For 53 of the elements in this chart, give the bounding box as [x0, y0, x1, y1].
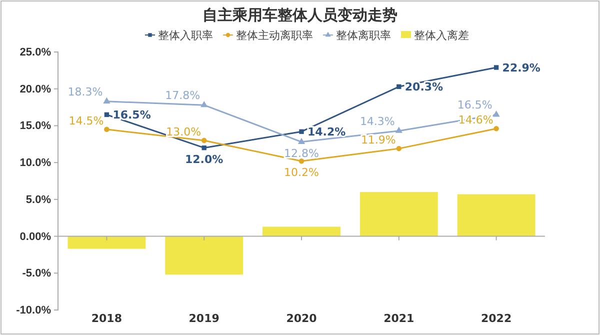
x-tick-label: 2022 — [480, 312, 512, 325]
point — [299, 129, 304, 134]
data-label: 14.3% — [360, 114, 395, 128]
point — [396, 146, 402, 152]
legend-label: 整体入职率 — [158, 29, 213, 42]
x-tick-label: 2020 — [286, 312, 318, 325]
y-tick-label: 0.00% — [20, 230, 52, 243]
y-tick-label: 5.0% — [26, 194, 52, 206]
y-tick-label: 25.0% — [20, 46, 52, 59]
chart-title: 自主乘用车整体人员变动走势 — [202, 6, 398, 24]
point — [298, 138, 306, 144]
point — [298, 158, 304, 164]
bar — [360, 192, 438, 236]
data-label: 14.5% — [68, 114, 104, 128]
bar — [262, 226, 340, 236]
bar — [165, 236, 244, 275]
legend-label: 整体入离差 — [414, 29, 469, 42]
data-label: 12.8% — [284, 146, 319, 160]
point — [494, 126, 499, 132]
y-tick-label: 15.0% — [20, 120, 52, 132]
data-label: 17.8% — [165, 89, 200, 102]
y-tick-label: 10.0% — [20, 157, 52, 170]
x-tick-label: 2019 — [188, 312, 220, 325]
point — [395, 126, 402, 133]
legend-label: 整体离职率 — [336, 29, 391, 42]
data-label: 14.2% — [308, 126, 346, 139]
legend-label: 整体主动离职率 — [236, 29, 313, 42]
point — [103, 97, 110, 104]
data-label: 10.2% — [284, 166, 319, 180]
point — [494, 65, 499, 70]
data-label: 20.3% — [404, 80, 444, 94]
y-tick-label: -10.0% — [16, 304, 52, 317]
point — [396, 84, 402, 89]
data-label: 16.5% — [112, 108, 151, 122]
point — [201, 138, 207, 144]
data-label: 12.0% — [185, 152, 224, 166]
point — [104, 126, 110, 132]
point — [492, 110, 500, 117]
y-tick-label: 20.0% — [20, 83, 52, 96]
point — [202, 145, 206, 150]
data-label: 18.3% — [68, 85, 103, 98]
point — [104, 112, 110, 117]
x-tick-label: 2018 — [91, 312, 122, 325]
data-label: 13.0% — [166, 125, 202, 138]
data-label: 11.9% — [360, 134, 396, 147]
bar — [457, 194, 536, 236]
data-label: 14.6% — [458, 114, 494, 127]
data-label: 16.5% — [457, 98, 492, 112]
bar — [68, 236, 146, 249]
point — [200, 100, 208, 108]
x-tick-label: 2021 — [384, 312, 414, 325]
y-tick-label: -5.0% — [22, 268, 52, 280]
data-label: 22.9% — [502, 61, 540, 74]
